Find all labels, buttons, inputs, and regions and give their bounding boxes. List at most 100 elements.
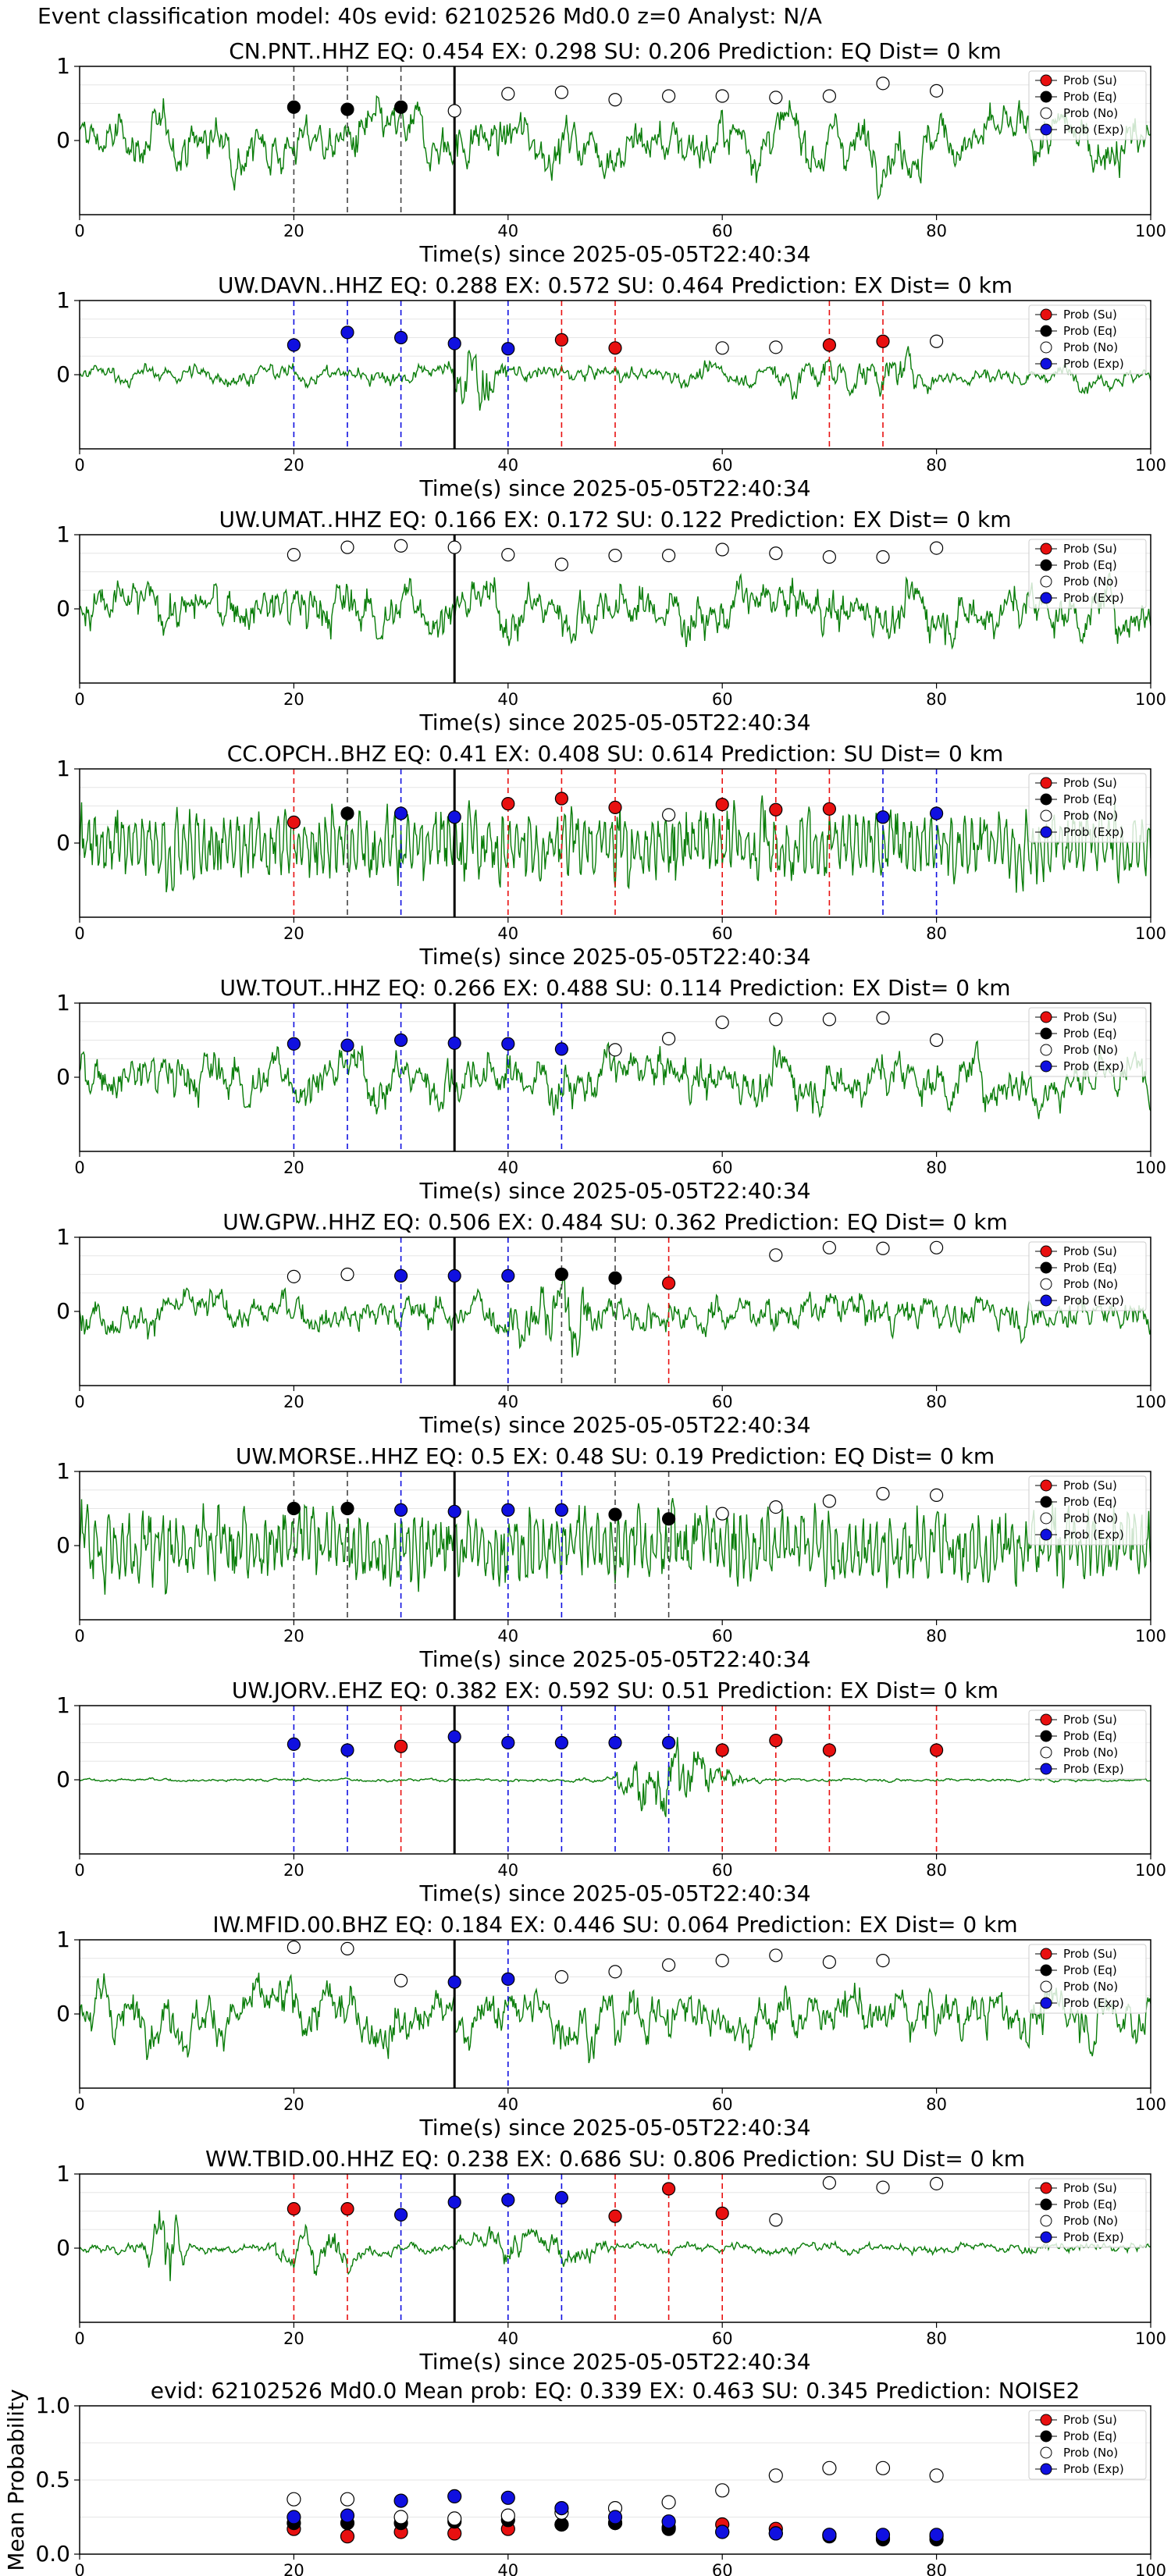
- waveform-trace: [80, 1737, 1151, 1817]
- mean-marker-no: [822, 2460, 837, 2475]
- station-panel: CC.OPCH..BHZ EQ: 0.41 EX: 0.408 SU: 0.61…: [56, 741, 1166, 970]
- legend-marker-exp: [1040, 2463, 1052, 2475]
- mean-marker-no: [929, 2468, 944, 2483]
- legend-label-no: Prob (No): [1063, 1043, 1118, 1057]
- plot-area: [80, 1003, 1151, 1151]
- prob-marker-exp: [501, 1972, 515, 1986]
- x-tick-label: 60: [712, 2095, 733, 2114]
- legend: Prob (Su) Prob (Eq) Prob (No) Prob (Exp): [1028, 2178, 1147, 2248]
- x-axis-label: Time(s) since 2025-05-05T22:40:34: [418, 1646, 810, 1672]
- x-tick-label: 60: [712, 1393, 733, 1411]
- legend-label-su: Prob (Su): [1063, 1478, 1117, 1493]
- panel-title: CN.PNT..HHZ EQ: 0.454 EX: 0.298 SU: 0.20…: [229, 38, 1002, 64]
- prob-marker-exp: [554, 1042, 569, 1056]
- legend-label-exp: Prob (Exp): [1063, 1762, 1124, 1776]
- legend-marker-su: [1040, 1245, 1052, 1258]
- x-tick-label: 20: [283, 456, 304, 475]
- legend: Prob (Su) Prob (Eq) Prob (No) Prob (Exp): [1028, 2410, 1147, 2480]
- prob-marker-no: [715, 341, 729, 355]
- legend-frame: [1028, 1710, 1147, 1780]
- prob-marker-exp: [447, 810, 461, 824]
- mean-marker-eq: [554, 2517, 569, 2532]
- mean-marker-exp: [715, 2524, 730, 2539]
- legend-frame: [1028, 539, 1147, 609]
- prob-marker-exp: [501, 1503, 515, 1517]
- prob-marker-no: [822, 1240, 837, 1254]
- prob-marker-no: [929, 2176, 944, 2190]
- prob-marker-su: [715, 797, 729, 812]
- prob-marker-no: [715, 89, 729, 103]
- x-tick-label: 0: [74, 1627, 84, 1646]
- prob-marker-no: [876, 1241, 890, 1255]
- x-tick-label: 0: [74, 1393, 84, 1411]
- legend-marker-eq: [1040, 793, 1052, 806]
- legend-marker-eq: [1040, 1730, 1052, 1742]
- mean-marker-no: [768, 2468, 783, 2483]
- x-tick-label: 20: [283, 1393, 304, 1411]
- prob-marker-exp: [661, 1735, 676, 1750]
- prob-marker-no: [287, 1269, 301, 1283]
- legend-marker-su: [1040, 1713, 1052, 1726]
- legend: Prob (Su) Prob (Eq) Prob (No) Prob (Exp): [1028, 773, 1147, 843]
- y-tick-label: 0: [56, 830, 70, 856]
- prob-marker-exp: [393, 1503, 408, 1517]
- legend-marker-no: [1040, 1746, 1052, 1759]
- x-tick-label: 100: [1135, 2095, 1166, 2114]
- prob-marker-exp: [447, 1268, 461, 1283]
- prob-marker-exp: [393, 330, 408, 345]
- y-tick-label: 1: [56, 990, 70, 1016]
- panel-title: UW.GPW..HHZ EQ: 0.506 EX: 0.484 SU: 0.36…: [222, 1209, 1008, 1235]
- panel-title: IW.MFID.00.BHZ EQ: 0.184 EX: 0.446 SU: 0…: [212, 1912, 1017, 1937]
- mean-marker-no: [393, 2510, 408, 2524]
- legend-frame: [1028, 773, 1147, 843]
- prob-marker-no: [715, 1016, 729, 1030]
- prob-marker-no: [340, 540, 354, 554]
- legend-label-eq: Prob (Eq): [1063, 1729, 1117, 1743]
- waveform-trace: [80, 571, 1151, 650]
- prob-marker-exp: [393, 806, 408, 820]
- mean-marker-su: [447, 2526, 462, 2541]
- prob-marker-su: [287, 815, 301, 830]
- prob-marker-no: [608, 1965, 622, 1979]
- legend-marker-su: [1040, 2414, 1052, 2426]
- mean-marker-no: [287, 2492, 301, 2507]
- prob-marker-no: [340, 1941, 354, 1955]
- prob-marker-su: [393, 1739, 408, 1753]
- x-tick-label: 0: [74, 2329, 84, 2348]
- x-tick-label: 100: [1135, 924, 1166, 943]
- mean-marker-no: [447, 2511, 462, 2526]
- prob-marker-exp: [501, 1735, 515, 1750]
- legend-marker-no: [1040, 575, 1052, 588]
- legend-label-exp: Prob (Exp): [1063, 1293, 1124, 1308]
- prob-marker-su: [608, 341, 622, 355]
- x-tick-label: 60: [712, 456, 733, 475]
- y-tick-label: 0: [56, 1064, 70, 1090]
- prob-marker-exp: [340, 326, 354, 340]
- prob-marker-no: [769, 340, 783, 354]
- x-axis-label: Time(s) since 2025-05-05T22:40:34: [418, 1880, 810, 1906]
- legend-marker-exp: [1040, 1294, 1052, 1307]
- x-axis-label: Time(s) since 2025-05-05T22:40:34: [418, 2349, 810, 2375]
- legend-label-no: Prob (No): [1063, 2214, 1118, 2228]
- prob-marker-exp: [447, 336, 461, 350]
- prob-marker-su: [715, 2206, 729, 2220]
- legend-marker-eq: [1040, 2198, 1052, 2211]
- legend-marker-exp: [1040, 2231, 1052, 2243]
- x-tick-label: 40: [497, 690, 518, 709]
- x-tick-label: 80: [926, 2561, 947, 2576]
- y-tick-label: 1.0: [35, 2393, 70, 2418]
- prob-marker-no: [554, 85, 569, 99]
- legend: Prob (Su) Prob (Eq) Prob (No) Prob (Exp): [1028, 70, 1147, 141]
- prob-marker-eq: [340, 102, 354, 116]
- legend-label-su: Prob (Su): [1063, 2413, 1117, 2427]
- prob-marker-su: [661, 1276, 676, 1290]
- y-tick-label: 1: [56, 1692, 70, 1718]
- legend-label-su: Prob (Su): [1063, 2181, 1117, 2195]
- legend-label-no: Prob (No): [1063, 575, 1118, 589]
- waveform-trace: [80, 1973, 1151, 2064]
- prob-marker-exp: [287, 1037, 301, 1051]
- station-panel: UW.TOUT..HHZ EQ: 0.266 EX: 0.488 SU: 0.1…: [56, 975, 1166, 1204]
- prob-marker-no: [769, 1248, 783, 1262]
